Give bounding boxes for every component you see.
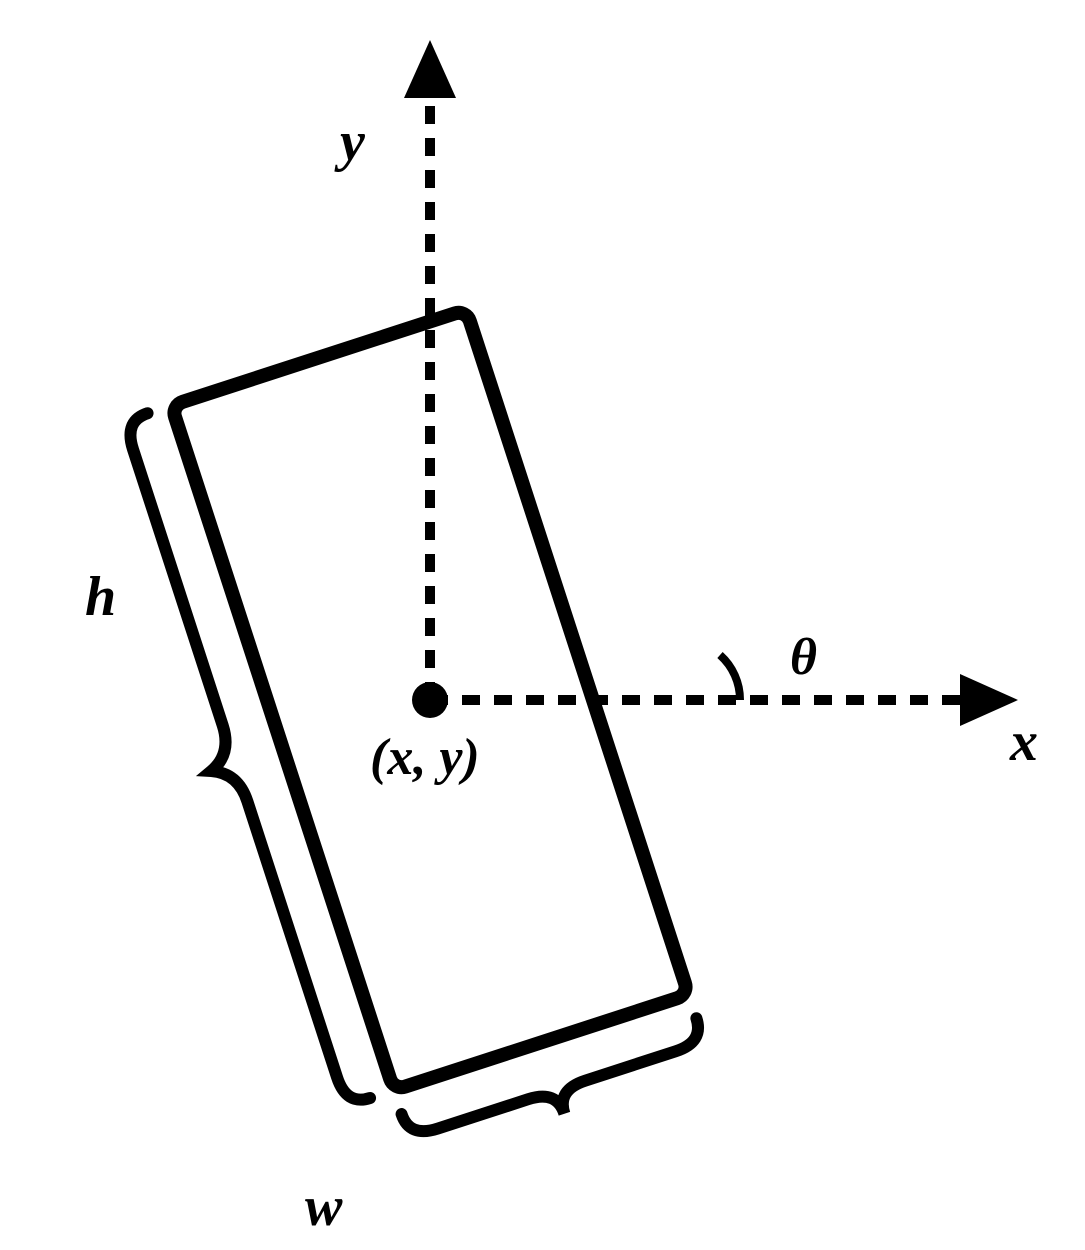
h-bracket <box>100 413 370 1113</box>
y-axis-label: y <box>340 110 365 174</box>
diagram-svg <box>0 0 1085 1250</box>
x-axis-label: x <box>1010 710 1038 774</box>
center-point <box>412 682 448 718</box>
y-axis-arrow <box>404 40 456 98</box>
w-label: w <box>305 1175 342 1239</box>
center-point-label: (x, y) <box>370 728 480 787</box>
h-label: h <box>85 565 116 629</box>
theta-label: θ <box>790 628 817 687</box>
angle-arc <box>720 655 740 700</box>
